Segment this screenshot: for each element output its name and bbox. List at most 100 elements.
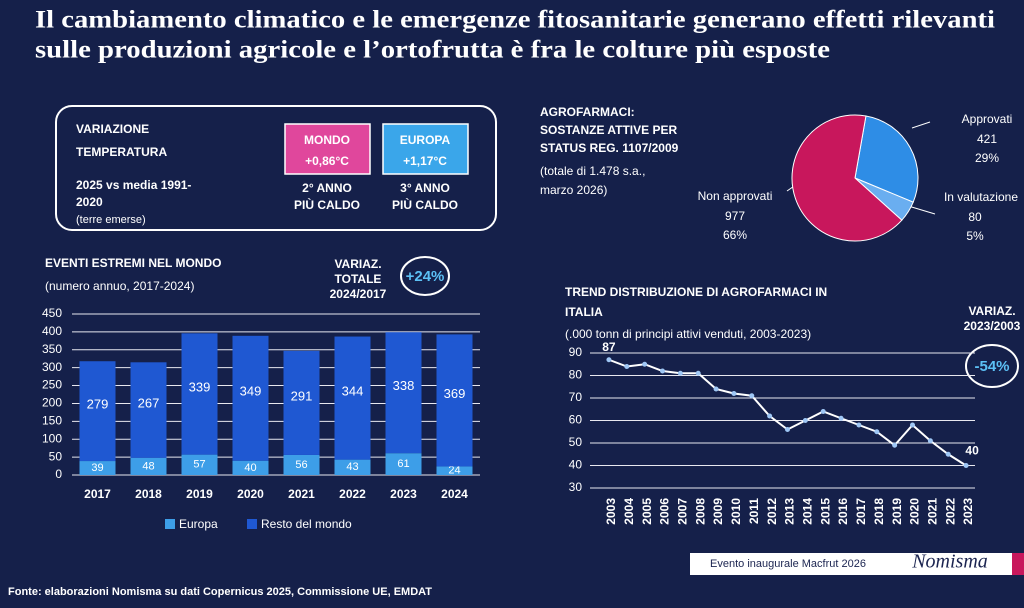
y-tick-label: 450 xyxy=(42,306,62,320)
x-tick-label: 2017 xyxy=(854,498,868,525)
annotation: 2024/2017 xyxy=(330,287,387,301)
y-tick-label: 250 xyxy=(42,378,62,392)
x-tick-label: 2006 xyxy=(658,498,672,525)
title: sulle produzioni agricole e l’ortofrutta… xyxy=(35,37,830,64)
data-label: 57 xyxy=(193,459,205,471)
temp-label: TEMPERATURA xyxy=(76,145,167,159)
footer-band xyxy=(690,553,1016,575)
temp-value: +0,86°C xyxy=(305,154,349,168)
temperature-box xyxy=(55,105,497,231)
title: Il cambiamento climatico e le emergenze … xyxy=(35,7,995,34)
data-label: 291 xyxy=(291,388,313,403)
bar-segment xyxy=(181,454,218,475)
bar-segment xyxy=(436,334,473,467)
bar-segment xyxy=(283,350,320,455)
x-tick-label: 2008 xyxy=(693,498,707,525)
bar-segment xyxy=(232,460,269,475)
temp-note: (terre emerse) xyxy=(76,214,146,226)
x-tick-label: 2023 xyxy=(390,487,417,501)
chart-subtitle: marzo 2026) xyxy=(540,183,607,197)
data-label: 56 xyxy=(295,459,307,471)
y-tick-label: 40 xyxy=(569,458,583,472)
annotation: 2023/2003 xyxy=(964,319,1021,333)
temp-area: MONDO xyxy=(304,133,350,147)
bar-segment xyxy=(334,459,371,475)
point xyxy=(892,442,898,448)
x-tick-label: 2005 xyxy=(640,498,654,525)
footer-source: Fonte: elaborazioni Nomisma su dati Cope… xyxy=(8,586,432,598)
chart-subtitle: (.000 tonn di principi attivi venduti, 2… xyxy=(565,327,811,341)
bar-segment xyxy=(79,361,116,462)
data-label: 339 xyxy=(189,379,211,394)
x-tick-label: 2022 xyxy=(339,487,366,501)
bar-segment xyxy=(130,457,167,475)
temp-rank: 3° ANNO xyxy=(400,181,450,195)
point xyxy=(731,391,737,396)
bar-segment xyxy=(181,333,218,455)
y-tick-label: 150 xyxy=(42,414,62,428)
point xyxy=(624,364,630,369)
temp-rank: PIÙ CALDO xyxy=(392,197,458,212)
bar-segment xyxy=(232,335,269,461)
chart-subtitle: (totale di 1.478 s.a., xyxy=(540,164,645,178)
annotation: TOTALE xyxy=(335,272,382,286)
x-tick-label: 2019 xyxy=(186,487,213,501)
point xyxy=(606,357,612,363)
y-tick-label: 300 xyxy=(42,360,62,374)
leader xyxy=(911,121,931,129)
chart-title: AGROFARMACI: xyxy=(540,105,635,119)
pie-percent: 5% xyxy=(966,229,984,243)
temp-rank: 2° ANNO xyxy=(302,181,352,195)
bar-segment xyxy=(436,466,473,475)
data-label: 87 xyxy=(602,340,616,354)
point xyxy=(660,368,665,374)
data-label: 40 xyxy=(244,462,256,474)
x-tick-label: 2014 xyxy=(801,498,815,525)
point xyxy=(713,386,719,392)
data-label: 279 xyxy=(87,397,109,412)
temp-label: VARIAZIONE xyxy=(76,122,149,136)
data-label: 369 xyxy=(444,386,466,401)
pie-label: In valutazione xyxy=(944,190,1018,204)
y-tick-label: 80 xyxy=(569,368,583,382)
bar-segment xyxy=(283,454,320,475)
data-label: 61 xyxy=(397,458,409,470)
x-tick-label: 2023 xyxy=(961,498,975,525)
x-tick-label: 2011 xyxy=(747,498,761,524)
x-tick-label: 2018 xyxy=(135,487,162,501)
y-tick-label: 100 xyxy=(42,431,62,445)
point xyxy=(856,422,862,428)
pie-value: 80 xyxy=(968,210,982,224)
point xyxy=(677,370,683,376)
point xyxy=(695,370,701,376)
x-tick-label: 2010 xyxy=(729,498,743,525)
x-tick-label: 2021 xyxy=(288,487,315,501)
pie-slice xyxy=(791,114,903,242)
bar-segment xyxy=(79,461,116,475)
x-tick-label: 2016 xyxy=(836,498,850,525)
data-label: 24 xyxy=(448,465,460,477)
footer-accent xyxy=(1012,553,1024,575)
chart-subtitle: (numero annuo, 2017-2024) xyxy=(45,279,194,293)
x-tick-label: 2004 xyxy=(622,498,636,525)
annotation: VARIAZ. xyxy=(334,257,381,271)
point xyxy=(927,438,933,444)
point xyxy=(767,413,773,419)
x-tick-label: 2020 xyxy=(908,498,922,525)
pie-label: Approvati xyxy=(962,112,1013,126)
annotation: VARIAZ. xyxy=(968,304,1015,318)
point xyxy=(802,418,808,423)
y-tick-label: 30 xyxy=(569,480,583,494)
x-tick-label: 2017 xyxy=(84,487,111,501)
x-tick-label: 2020 xyxy=(237,487,264,501)
bar-segment xyxy=(385,332,422,454)
x-tick-label: 2013 xyxy=(783,498,797,525)
bar-segment xyxy=(130,362,167,458)
badge xyxy=(400,256,450,296)
bar-segment xyxy=(385,453,422,475)
point xyxy=(910,422,915,428)
data-label: 39 xyxy=(91,462,103,474)
temp-box xyxy=(382,123,469,175)
